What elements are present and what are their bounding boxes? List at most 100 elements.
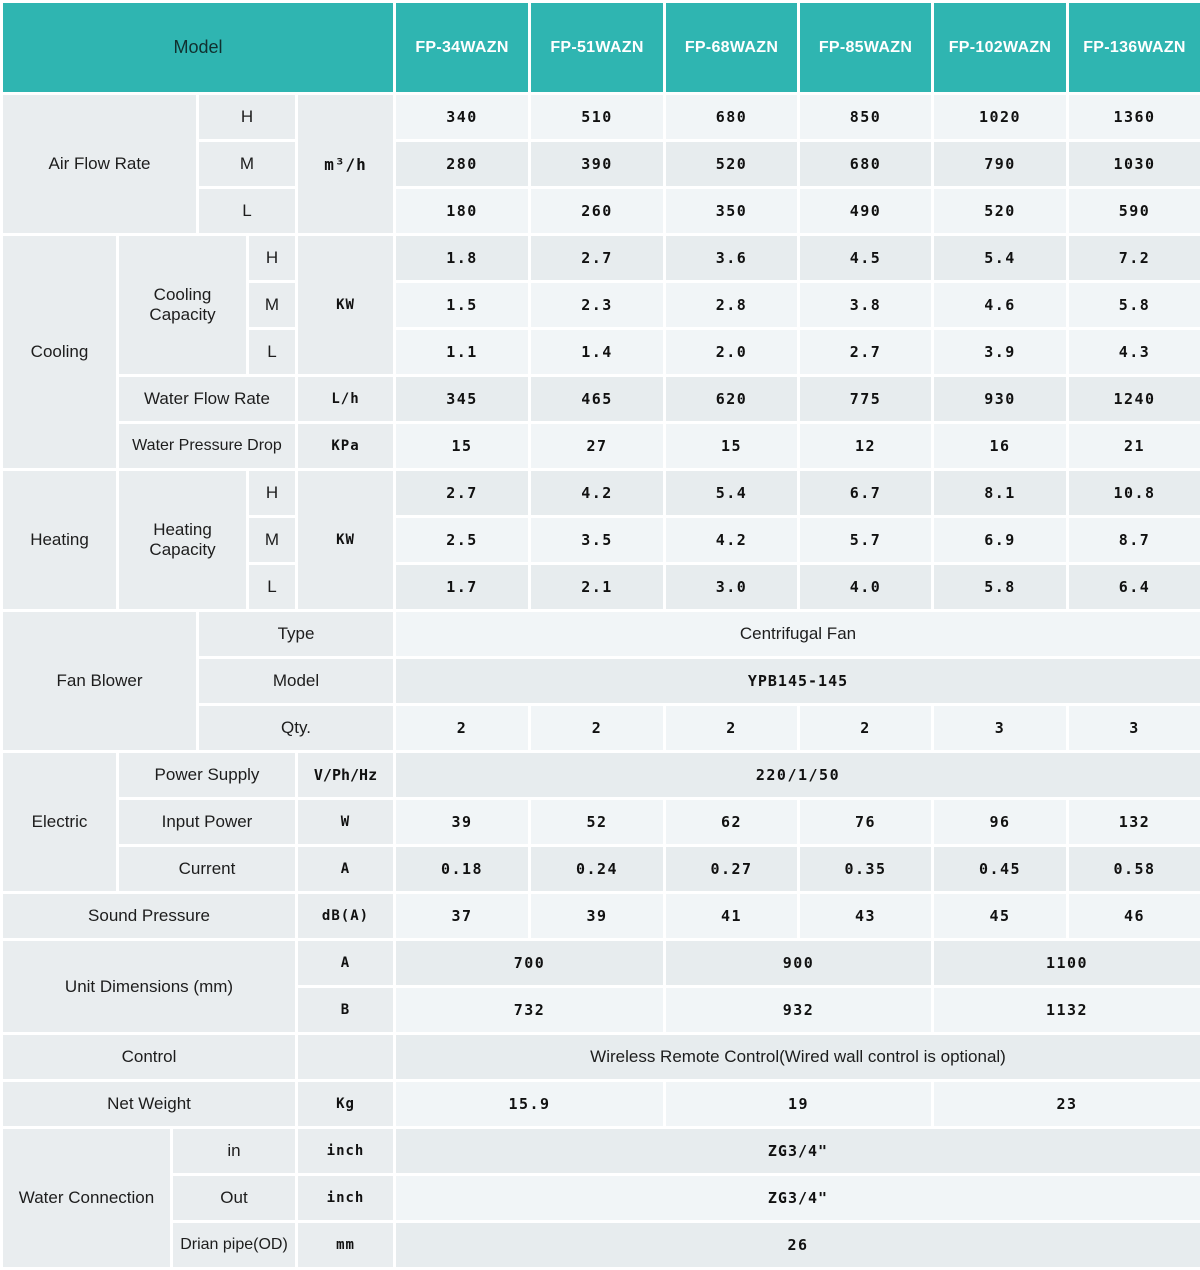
model-column-fp34: FP-34WAZN — [395, 2, 530, 94]
power-supply-value: 220/1/50 — [395, 752, 1200, 799]
input-power-row: Input Power W 39 52 62 76 96 132 — [2, 799, 1200, 846]
cell: 3.9 — [933, 329, 1068, 376]
cell: 932 — [665, 987, 933, 1034]
cell: 4.2 — [665, 517, 799, 564]
drain-pipe-unit: mm — [297, 1222, 395, 1269]
dimension-a-row: Unit Dimensions (mm) A 700 900 1100 — [2, 940, 1200, 987]
cell: 4.6 — [933, 282, 1068, 329]
cell: 43 — [799, 893, 933, 940]
cell: 0.27 — [665, 846, 799, 893]
cell: 465 — [530, 376, 665, 423]
cell: 96 — [933, 799, 1068, 846]
water-flow-rate-row: Water Flow Rate L/h 345 465 620 775 930 … — [2, 376, 1200, 423]
cell: 850 — [799, 94, 933, 141]
cell: 8.7 — [1068, 517, 1200, 564]
cooling-capacity-label: Cooling Capacity — [118, 235, 248, 376]
cell: 39 — [530, 893, 665, 940]
cell: 2 — [395, 705, 530, 752]
cell: 180 — [395, 188, 530, 235]
cell: 15 — [395, 423, 530, 470]
cell: 5.4 — [933, 235, 1068, 282]
cell: 2.8 — [665, 282, 799, 329]
water-flow-rate-unit: L/h — [297, 376, 395, 423]
cell: 16 — [933, 423, 1068, 470]
speed-m-label: M — [198, 141, 297, 188]
cell: 2 — [530, 705, 665, 752]
cell: 1.7 — [395, 564, 530, 611]
sound-pressure-row: Sound Pressure dB(A) 37 39 41 43 45 46 — [2, 893, 1200, 940]
cell: 4.0 — [799, 564, 933, 611]
cell: 700 — [395, 940, 665, 987]
cell: 6.9 — [933, 517, 1068, 564]
net-weight-unit: Kg — [297, 1081, 395, 1128]
cell: 3 — [1068, 705, 1200, 752]
cell: 19 — [665, 1081, 933, 1128]
cell: 1.4 — [530, 329, 665, 376]
current-unit: A — [297, 846, 395, 893]
water-pressure-drop-label: Water Pressure Drop — [118, 423, 297, 470]
cell: 132 — [1068, 799, 1200, 846]
cell: 6.7 — [799, 470, 933, 517]
cell: 1.8 — [395, 235, 530, 282]
cell: 62 — [665, 799, 799, 846]
net-weight-row: Net Weight Kg 15.9 19 23 — [2, 1081, 1200, 1128]
control-label: Control — [2, 1034, 297, 1081]
cell: 12 — [799, 423, 933, 470]
water-out-value: ZG3/4" — [395, 1175, 1200, 1222]
cell: 2.5 — [395, 517, 530, 564]
cell: 7.2 — [1068, 235, 1200, 282]
cell: 2.7 — [799, 329, 933, 376]
water-out-row: Out inch ZG3/4" — [2, 1175, 1200, 1222]
cell: 27 — [530, 423, 665, 470]
cell: 732 — [395, 987, 665, 1034]
heating-capacity-h-row: Heating Heating Capacity H KW 2.7 4.2 5.… — [2, 470, 1200, 517]
air-flow-h-row: Air Flow Rate H m³/h 340 510 680 850 102… — [2, 94, 1200, 141]
cell: 4.2 — [530, 470, 665, 517]
speed-m-label: M — [248, 282, 297, 329]
speed-h-label: H — [248, 235, 297, 282]
cell: 280 — [395, 141, 530, 188]
cell: 5.4 — [665, 470, 799, 517]
power-supply-label: Power Supply — [118, 752, 297, 799]
speed-h-label: H — [198, 94, 297, 141]
cell: 2.7 — [395, 470, 530, 517]
dimension-a-label: A — [297, 940, 395, 987]
fan-model-label: Model — [198, 658, 395, 705]
electric-section-label: Electric — [2, 752, 118, 893]
cell: 21 — [1068, 423, 1200, 470]
cell: 52 — [530, 799, 665, 846]
cell: 1360 — [1068, 94, 1200, 141]
cell: 3.5 — [530, 517, 665, 564]
cell: 2.1 — [530, 564, 665, 611]
cell: 1020 — [933, 94, 1068, 141]
cell: 1240 — [1068, 376, 1200, 423]
water-in-row: Water Connection in inch ZG3/4" — [2, 1128, 1200, 1175]
unit-dimensions-label: Unit Dimensions (mm) — [2, 940, 297, 1034]
cell: 2.7 — [530, 235, 665, 282]
water-connection-label: Water Connection — [2, 1128, 172, 1269]
water-pressure-drop-row: Water Pressure Drop KPa 15 27 15 12 16 2… — [2, 423, 1200, 470]
fan-model-value: YPB145-145 — [395, 658, 1200, 705]
speed-l-label: L — [198, 188, 297, 235]
cell: 39 — [395, 799, 530, 846]
cell: 900 — [665, 940, 933, 987]
fan-type-row: Fan Blower Type Centrifugal Fan — [2, 611, 1200, 658]
cell: 1132 — [933, 987, 1200, 1034]
cell: 520 — [665, 141, 799, 188]
model-header-label: Model — [2, 2, 395, 94]
model-column-fp85: FP-85WAZN — [799, 2, 933, 94]
cell: 520 — [933, 188, 1068, 235]
cell: 490 — [799, 188, 933, 235]
cell: 76 — [799, 799, 933, 846]
model-column-fp102: FP-102WAZN — [933, 2, 1068, 94]
header-row: Model FP-34WAZN FP-51WAZN FP-68WAZN FP-8… — [2, 2, 1200, 94]
net-weight-label: Net Weight — [2, 1081, 297, 1128]
cell: 260 — [530, 188, 665, 235]
cell: 2 — [665, 705, 799, 752]
heating-section-label: Heating — [2, 470, 118, 611]
cell: 345 — [395, 376, 530, 423]
cell: 1.5 — [395, 282, 530, 329]
cell: 390 — [530, 141, 665, 188]
water-in-label: in — [172, 1128, 297, 1175]
